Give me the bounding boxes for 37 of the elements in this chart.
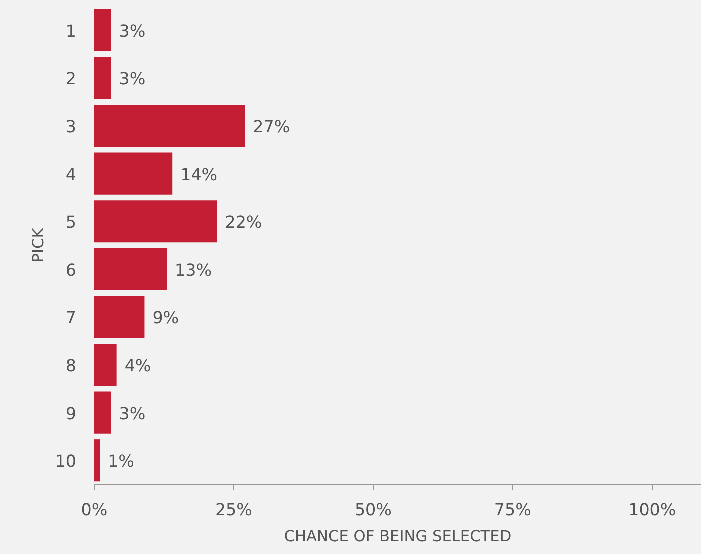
y-tick-label: 10 xyxy=(55,452,77,472)
x-tick-label: 0% xyxy=(81,500,108,520)
y-tick-label: 1 xyxy=(66,22,77,41)
x-tick-label: 100% xyxy=(628,500,676,520)
y-axis-title: PICK xyxy=(29,227,48,263)
data-label: 22% xyxy=(225,213,262,232)
x-axis-title: CHANCE OF BEING SELECTED xyxy=(284,528,512,546)
bar xyxy=(94,440,100,482)
y-tick-label: 3 xyxy=(66,118,77,136)
bar xyxy=(94,104,246,148)
data-label: 3% xyxy=(119,22,146,41)
bar xyxy=(94,152,173,195)
y-tick-label: 5 xyxy=(66,213,77,232)
data-label: 14% xyxy=(180,165,218,184)
bar xyxy=(94,9,112,52)
x-tick-label: 25% xyxy=(215,500,252,520)
y-tick-label: 9 xyxy=(66,404,77,424)
bar xyxy=(94,296,145,338)
x-tick-label: 75% xyxy=(494,500,532,520)
data-label: 9% xyxy=(152,308,180,328)
y-tick-label: 8 xyxy=(66,356,77,376)
data-label: 1% xyxy=(108,452,135,472)
y-tick-label: 2 xyxy=(66,70,77,89)
data-label: 27% xyxy=(253,118,290,136)
y-tick-label: 4 xyxy=(66,165,77,184)
data-label: 4% xyxy=(124,356,152,376)
y-tick-label: 6 xyxy=(66,260,77,280)
bar xyxy=(94,200,218,243)
data-label: 3% xyxy=(119,70,146,89)
bar xyxy=(94,392,112,434)
data-label: 13% xyxy=(175,260,212,280)
bar xyxy=(94,248,168,290)
y-tick-label: 7 xyxy=(66,308,77,328)
bar xyxy=(94,57,112,100)
x-tick-label: 50% xyxy=(354,500,392,520)
bar xyxy=(94,344,117,386)
data-label: 3% xyxy=(119,404,146,424)
